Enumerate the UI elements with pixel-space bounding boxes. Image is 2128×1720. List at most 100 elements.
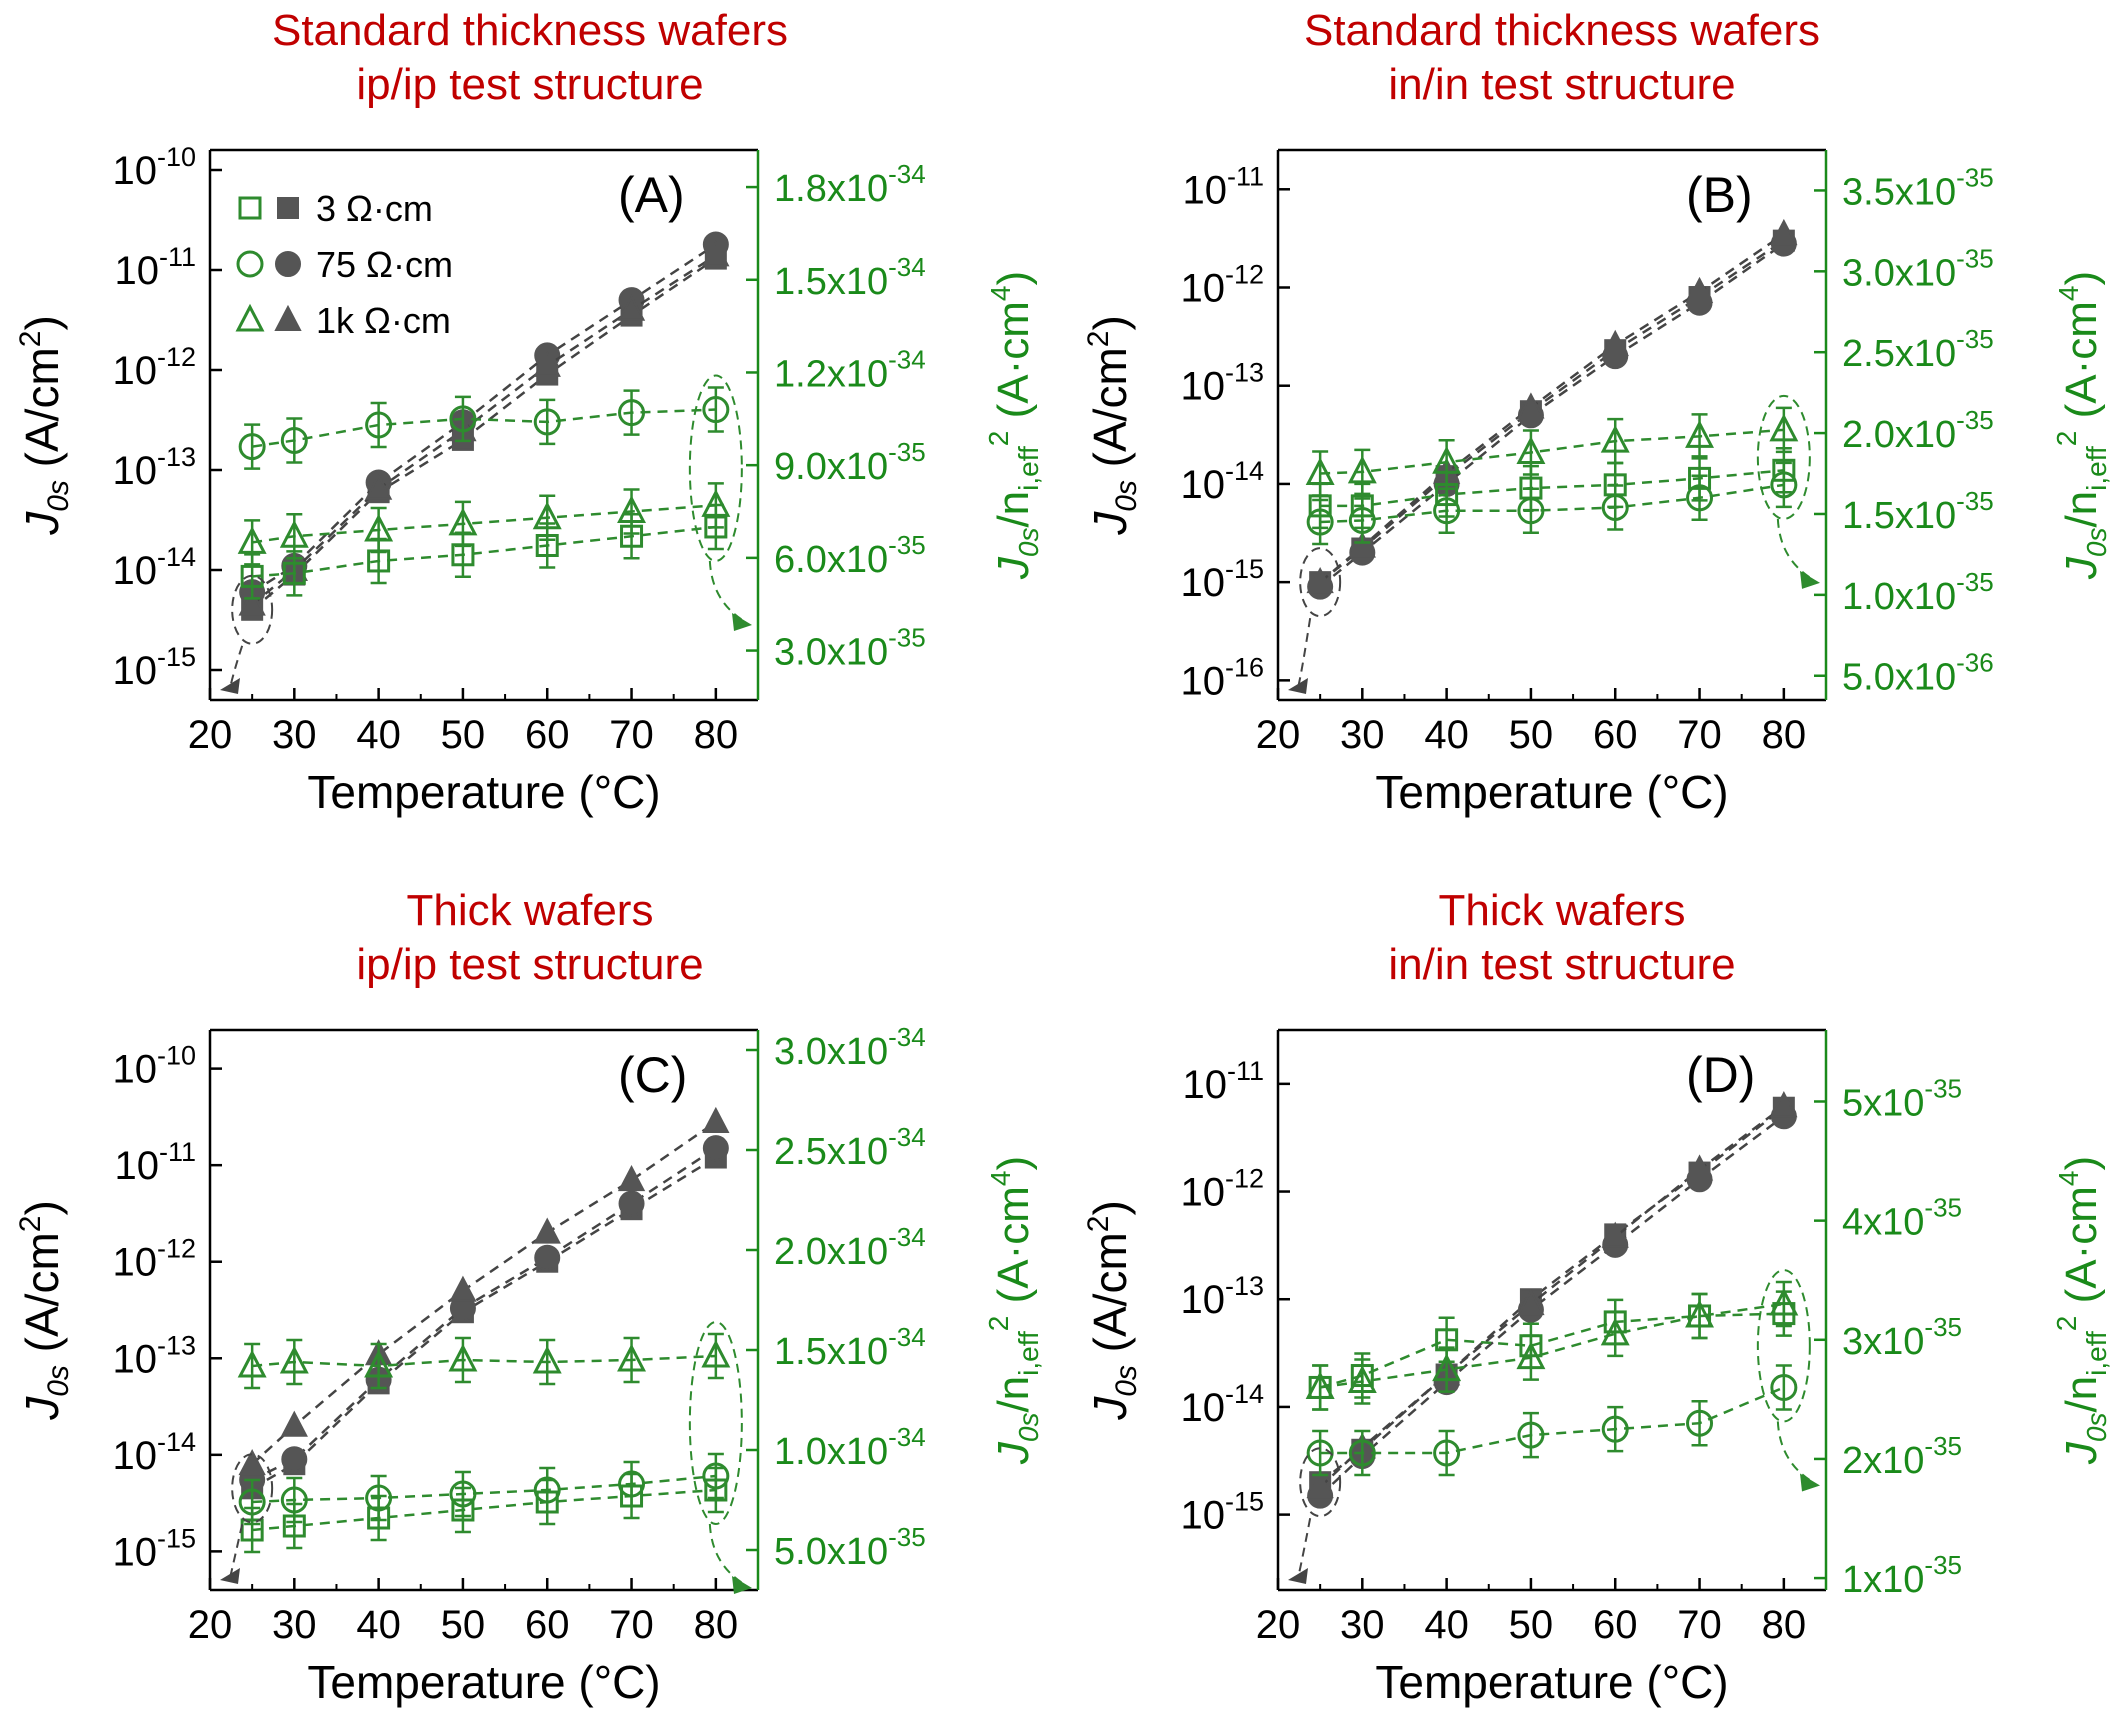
right-tick-label: 2.0x10-34: [774, 1222, 926, 1273]
x-axis-label: Temperature (°C): [1375, 1656, 1728, 1708]
right-tick-label: 5x10-35: [1842, 1073, 1962, 1124]
right-series-point: [1686, 1409, 1714, 1437]
right-series-point: [1600, 1317, 1630, 1346]
right-series-point: [449, 405, 477, 433]
x-tick-label: 20: [1256, 1603, 1301, 1647]
right-series-point: [237, 526, 267, 554]
arrowhead-left: [1288, 678, 1308, 694]
right-tick-label: 5.0x10-36: [1842, 648, 1994, 699]
left-tick-label: 10-15: [1180, 554, 1264, 605]
right-series-point: [364, 513, 394, 542]
right-series-point: [1770, 471, 1798, 499]
left-tick-label: 10-13: [112, 442, 196, 493]
right-series-point: [532, 501, 562, 530]
left-series-line: [251, 1156, 717, 1490]
annotation-ellipse-left: [1299, 547, 1342, 618]
x-tick-label: 70: [609, 713, 654, 757]
right-tick-label: 1.0x10-35: [1842, 567, 1994, 618]
left-series-point: [1306, 1471, 1334, 1499]
left-series-point: [533, 1217, 561, 1244]
right-series-point: [238, 1488, 266, 1516]
x-tick-label: 40: [1424, 1603, 1469, 1647]
right-series-point: [618, 399, 646, 427]
x-tick-label: 30: [1340, 713, 1385, 757]
right-series-point: [532, 1345, 562, 1374]
arrowhead-left: [220, 1568, 240, 1584]
right-series-point: [280, 1486, 308, 1514]
left-series-point: [1770, 218, 1798, 246]
left-axis-label: J0s (A/cm2): [14, 1200, 75, 1421]
annotation-arrow-right: [1776, 1421, 1813, 1483]
left-tick-label: 10-14: [112, 542, 196, 593]
left-tick-label: 10-13: [1180, 1271, 1264, 1322]
right-series-point: [1348, 506, 1376, 534]
panel-label: (D): [1686, 1047, 1755, 1103]
left-series-line: [251, 1120, 717, 1466]
x-tick-label: 50: [1509, 1603, 1554, 1647]
left-tick-label: 10-11: [114, 242, 196, 293]
right-series-point: [1306, 1439, 1334, 1467]
annotation-ellipse-right: [688, 374, 743, 562]
right-series-point: [1601, 1415, 1629, 1443]
panel-title-c: Thick wafers ip/ip test structure: [80, 884, 980, 992]
left-axis-label: J0s (A/cm2): [14, 315, 75, 536]
right-series-line: [1320, 1386, 1785, 1455]
annotation-arrow-right: [708, 560, 745, 622]
legend-label: 3 Ω·cm: [316, 188, 433, 229]
right-series-point: [279, 1345, 309, 1374]
left-series-point: [238, 589, 266, 616]
right-series-point: [1601, 494, 1629, 521]
right-series-point: [1432, 445, 1462, 474]
chart-b: 20 30 40 50 60 70 80 Temperature (°C) 10-16 10-15…: [1082, 148, 2112, 818]
left-tick-label: 10-14: [1180, 1379, 1264, 1430]
left-tick-label: 10-10: [112, 1041, 196, 1092]
x-axis-label: Temperature (°C): [307, 766, 660, 818]
left-axis-label: J0s (A/cm2): [1082, 315, 1143, 536]
right-series-point: [701, 1339, 731, 1368]
x-tick-label: 40: [356, 1603, 401, 1647]
legend-marker-open: [235, 303, 265, 332]
right-tick-label: 3.0x10-35: [774, 623, 926, 674]
right-series-point: [1686, 484, 1714, 512]
x-axis-label: Temperature (°C): [1375, 766, 1728, 818]
right-series-point: [1770, 1373, 1798, 1401]
x-tick-label: 30: [1340, 1603, 1385, 1647]
arrowhead-right: [1800, 570, 1820, 589]
left-series-point: [1517, 392, 1545, 419]
arrowhead-left: [1288, 1568, 1308, 1584]
left-tick-label: 10-11: [1182, 1056, 1264, 1107]
right-series-point: [702, 396, 730, 424]
x-tick-label: 40: [356, 713, 401, 757]
title-line-2: in/in test structure: [1388, 940, 1736, 989]
left-axis-label: J0s (A/cm2): [1082, 1200, 1143, 1421]
left-series-point: [1348, 531, 1376, 558]
right-series-point: [237, 1349, 267, 1378]
left-series-point: [702, 1106, 730, 1133]
left-series-point: [364, 473, 393, 500]
left-tick-label: 10-15: [112, 642, 196, 693]
left-tick-label: 10-15: [1180, 1487, 1264, 1538]
panel-label: (B): [1686, 167, 1753, 223]
left-series-point: [281, 1446, 308, 1473]
right-tick-label: 3.5x10-35: [1842, 162, 1994, 213]
x-tick-label: 50: [1509, 713, 1554, 757]
annotation-arrow-left: [229, 1524, 244, 1579]
chart-d: 20 30 40 50 60 70 80 Temperature (°C) 10-15 10-14…: [1082, 1028, 2112, 1708]
right-series-point: [365, 411, 393, 439]
right-series-point: [1517, 1421, 1545, 1449]
right-series-point: [617, 1343, 647, 1372]
annotation-ellipse-left: [231, 574, 274, 645]
left-tick-label: 10-13: [1180, 358, 1264, 409]
right-axis-label: J0s/ni,eff2 (A·cm4): [983, 1156, 1044, 1465]
right-series-line: [252, 1354, 716, 1368]
left-tick-label: 10-15: [112, 1523, 196, 1574]
annotation-ellipse-left: [1299, 1447, 1342, 1518]
right-series-line: [1319, 1302, 1785, 1389]
left-tick-label: 10-10: [112, 142, 196, 193]
right-series-point: [701, 489, 731, 517]
x-tick-label: 80: [694, 1603, 739, 1647]
right-axis-label: J0s/ni,eff2 (A·cm4): [983, 271, 1044, 580]
title-line-2: ip/ip test structure: [356, 60, 704, 109]
panel-label: (C): [618, 1047, 687, 1103]
left-series-point: [238, 1449, 266, 1476]
